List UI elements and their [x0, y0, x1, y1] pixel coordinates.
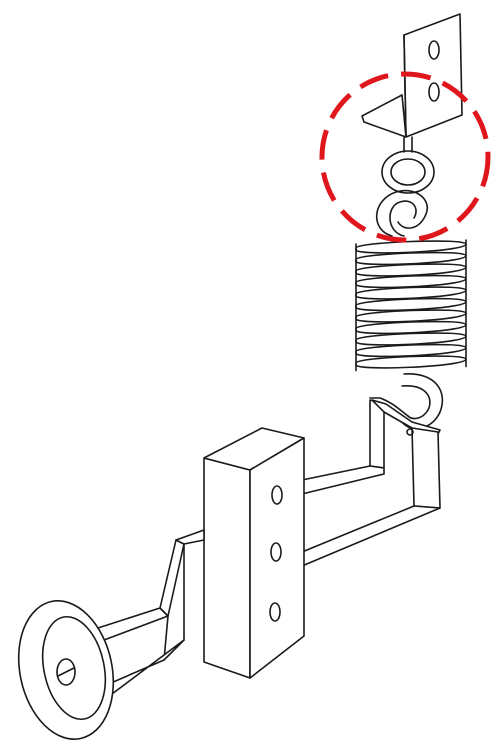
spring-coil: [355, 263, 467, 277]
spring-coil: [355, 343, 467, 358]
spring-coil: [355, 274, 467, 289]
spring-coil: [355, 332, 467, 346]
spring-coil: [355, 309, 467, 323]
l-shaped-strip: [301, 399, 441, 567]
spring-coil: [355, 355, 467, 369]
spring-coil: [355, 297, 467, 312]
coil-spring: [355, 239, 467, 372]
spring-coil: [355, 240, 467, 254]
spring-coil: [355, 251, 467, 266]
mounting-block: [203, 427, 305, 679]
round-disc: [17, 600, 115, 740]
spring-coil: [355, 320, 467, 335]
hook-loop-joint: [375, 136, 435, 237]
spring-coil: [355, 286, 467, 300]
inclined-bar: [97, 529, 205, 701]
mounting-bracket: [361, 13, 463, 138]
highlight-circle: [319, 71, 491, 243]
